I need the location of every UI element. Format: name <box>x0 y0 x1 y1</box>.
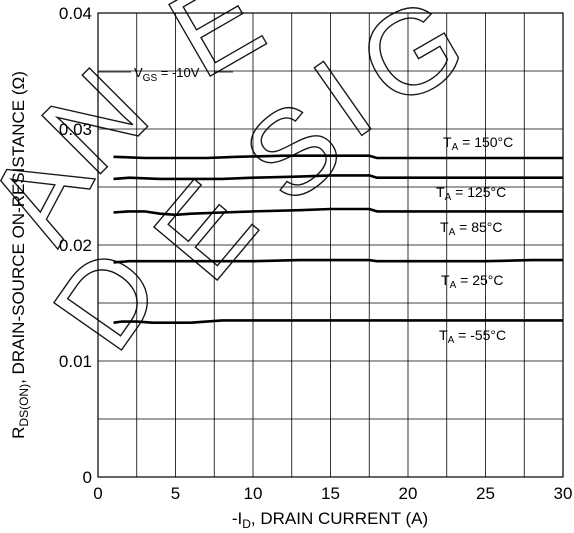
x-tick-label: 25 <box>476 484 495 503</box>
x-tick-label: 5 <box>171 484 180 503</box>
y-tick-label: 0.01 <box>59 352 92 371</box>
x-tick-label: 10 <box>244 484 263 503</box>
plot-border <box>97 12 564 478</box>
series-label-150: TA = 150°C <box>443 134 513 153</box>
y-tick-label: 0.02 <box>59 236 92 255</box>
series-line-3 <box>113 258 563 264</box>
series-group <box>98 71 563 325</box>
tick-labels: 0 5 10 15 20 25 30 0 0.01 0.02 0.03 0.04 <box>59 4 573 503</box>
vgs-annotation: VGS = -10V <box>134 65 200 84</box>
series-label-125: TA = 125°C <box>436 184 506 203</box>
series-line-0 <box>113 154 563 160</box>
plot-frame <box>97 12 564 478</box>
series-label-85: TA = 85°C <box>440 219 502 238</box>
x-tick-label: 15 <box>321 484 340 503</box>
grid <box>98 13 563 477</box>
series-label-25: TA = 25°C <box>441 272 503 291</box>
series-line-1 <box>113 174 563 181</box>
x-tick-label: 30 <box>554 484 573 503</box>
x-tick-label: 20 <box>399 484 418 503</box>
series-label-minus55: TA = -55°C <box>439 327 506 346</box>
x-tick-label: 0 <box>93 484 102 503</box>
series-line-2 <box>113 207 563 217</box>
y-tick-label: 0.04 <box>59 4 92 23</box>
series-labels: TA = 150°C TA = 125°C TA = 85°C TA = 25°… <box>436 134 513 346</box>
y-axis-label: RDS(ON), DRAIN-SOURCE ON-RESISTANCE (Ω) <box>9 71 31 439</box>
watermark: A N E D E S I G <box>0 0 486 374</box>
y-tick-label: 0.03 <box>59 120 92 139</box>
y-tick-label: 0 <box>83 468 92 487</box>
x-axis-label: -ID, DRAIN CURRENT (A) <box>232 509 428 531</box>
series-line-4 <box>113 319 563 325</box>
